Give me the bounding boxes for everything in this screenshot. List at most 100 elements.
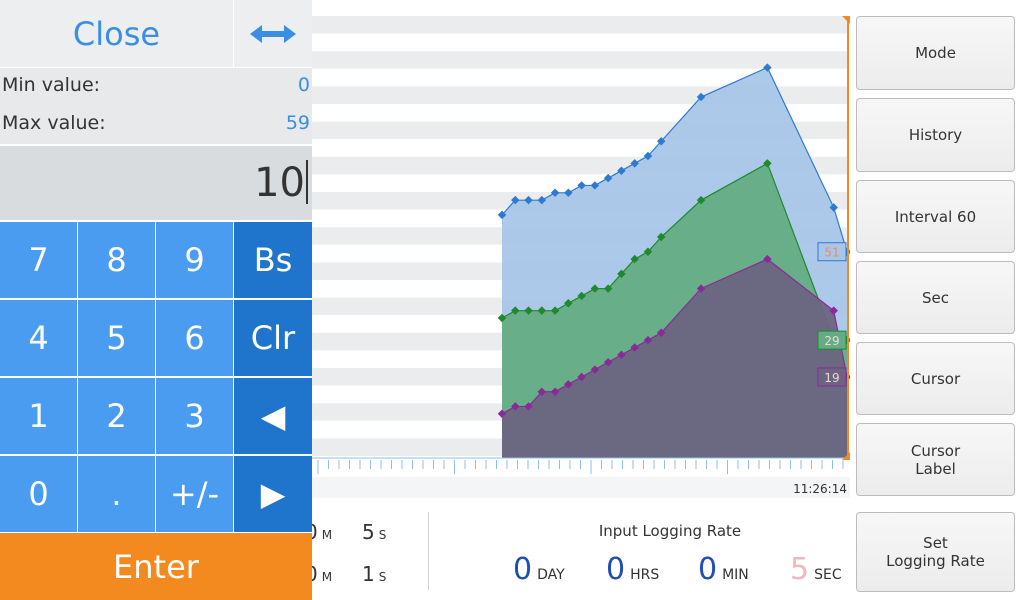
cursor-button[interactable]: Cursor [856, 342, 1015, 415]
row2-sec-unit: S [378, 570, 387, 584]
key-4[interactable]: 4 [0, 300, 77, 376]
series-1-point [550, 188, 560, 198]
series-2-point [550, 306, 560, 315]
enter-button[interactable]: Enter [0, 533, 312, 600]
series-3-point [550, 387, 560, 396]
close-label: Close [72, 14, 161, 53]
series-3-point [524, 402, 533, 411]
set-logging-rate-button[interactable]: Set Logging Rate [856, 512, 1015, 592]
key-right-arrow[interactable]: ▶ [234, 456, 312, 532]
series-2-cursor-value: 29 [824, 334, 839, 348]
key-7[interactable]: 7 [0, 222, 77, 298]
mode-button[interactable]: Mode [856, 16, 1015, 90]
set-rate-line1: Set [923, 534, 948, 552]
history-label: History [908, 126, 963, 144]
series-1-cursor-value: 51 [824, 246, 839, 260]
trend-chart[interactable]: 11:26:14 51 29 19 [312, 14, 850, 498]
history-button[interactable]: History [856, 98, 1015, 172]
series-1-point [577, 181, 586, 190]
row1-min-unit: M [321, 528, 333, 542]
series-3-point [577, 372, 586, 382]
cursor-top-marker [842, 16, 850, 24]
series-1-point [603, 173, 613, 183]
chart-svg[interactable]: 11:26:14 51 29 19 [312, 14, 850, 498]
interval-button[interactable]: Interval 60 [856, 180, 1015, 253]
key-3[interactable]: 3 [156, 378, 233, 454]
key-9[interactable]: 9 [156, 222, 233, 298]
rate-sec-unit: SEC [814, 567, 842, 583]
max-value-row: Max value: 59 [0, 106, 312, 142]
series-2-point [537, 306, 547, 315]
series-1-cursor-label-bg [817, 242, 847, 262]
key-clear[interactable]: Clr [234, 300, 312, 376]
key-plus-minus[interactable]: +/- [156, 456, 233, 532]
series-2-point [497, 313, 507, 323]
key-2[interactable]: 2 [78, 378, 155, 454]
rate-sec-value: 5 [790, 552, 810, 587]
key-5[interactable]: 5 [78, 300, 155, 376]
series-2-point [630, 254, 639, 264]
series-3-point [511, 402, 520, 411]
key-6[interactable]: 6 [156, 300, 233, 376]
cursor-label-line1: Cursor [910, 441, 961, 460]
series-3-area [502, 259, 847, 458]
logging-rate-title: Input Logging Rate [598, 522, 742, 540]
series-3-point [603, 357, 613, 367]
series-1-point [617, 166, 626, 175]
sec-label: Sec [922, 288, 949, 307]
series-3-point [497, 409, 507, 419]
series-2-cursor-label-bg [817, 330, 847, 350]
key-0[interactable]: 0 [0, 456, 77, 532]
series-3-point [617, 350, 626, 360]
series-3-point [696, 284, 706, 293]
key-1[interactable]: 1 [0, 378, 77, 454]
series-2-point [524, 306, 533, 315]
cursor-label-line2: Label [915, 459, 956, 478]
key-8[interactable]: 8 [78, 222, 155, 298]
enter-label: Enter [113, 547, 199, 586]
key-backspace[interactable]: Bs [234, 222, 312, 298]
series-1-point [763, 63, 772, 72]
key-decimal[interactable]: . [78, 456, 155, 532]
cursor-label-button[interactable]: Cursor Label [856, 423, 1015, 496]
numeric-keypad-panel: Close Min value: 0 Max value: 59 10 7 8 … [0, 0, 312, 600]
grid-band [312, 51, 848, 69]
rate-hrs: 0 HRS [606, 552, 659, 587]
rate-min-unit: MIN [722, 567, 749, 583]
rate-day-value: 0 [513, 552, 533, 587]
status-divider [428, 512, 429, 590]
min-value-row: Min value: 0 [0, 68, 312, 104]
rate-hrs-unit: HRS [630, 567, 660, 583]
series-1-point [564, 188, 573, 198]
row1-sec-unit: S [378, 528, 387, 542]
cursor-bottom-marker [842, 452, 850, 460]
series-3-point [656, 328, 666, 338]
row1-sec-value: 5 [362, 520, 375, 544]
series-2-point [577, 291, 586, 301]
series-1-point [590, 181, 600, 190]
series-3-cursor-value: 19 [824, 371, 839, 385]
entry-field[interactable]: 10 [0, 146, 312, 220]
sec-button[interactable]: Sec [856, 261, 1015, 334]
key-left-arrow[interactable]: ◀ [234, 378, 312, 454]
max-value-label: Max value: [2, 112, 106, 134]
close-button[interactable]: Close [0, 0, 234, 67]
rate-sec: 5 SEC [790, 552, 842, 587]
row2-min-unit: M [321, 570, 333, 584]
expand-button[interactable] [234, 0, 312, 67]
text-caret [306, 160, 308, 204]
grid-band [312, 68, 848, 87]
series-3-point [537, 387, 547, 396]
series-2-point [511, 306, 520, 315]
series-2-point [763, 159, 772, 168]
rate-day-unit: DAY [537, 567, 565, 583]
series-2-point [617, 269, 626, 279]
set-rate-line2: Logging Rate [886, 552, 985, 570]
cursor-label: Cursor [910, 369, 961, 388]
row2-sec-value: 1 [362, 562, 375, 586]
range-info: Min value: 0 Max value: 59 [0, 68, 312, 144]
series-2-point [564, 299, 573, 308]
entry-value: 10 [254, 160, 305, 206]
series-3-cursor-label-bg [817, 367, 847, 387]
